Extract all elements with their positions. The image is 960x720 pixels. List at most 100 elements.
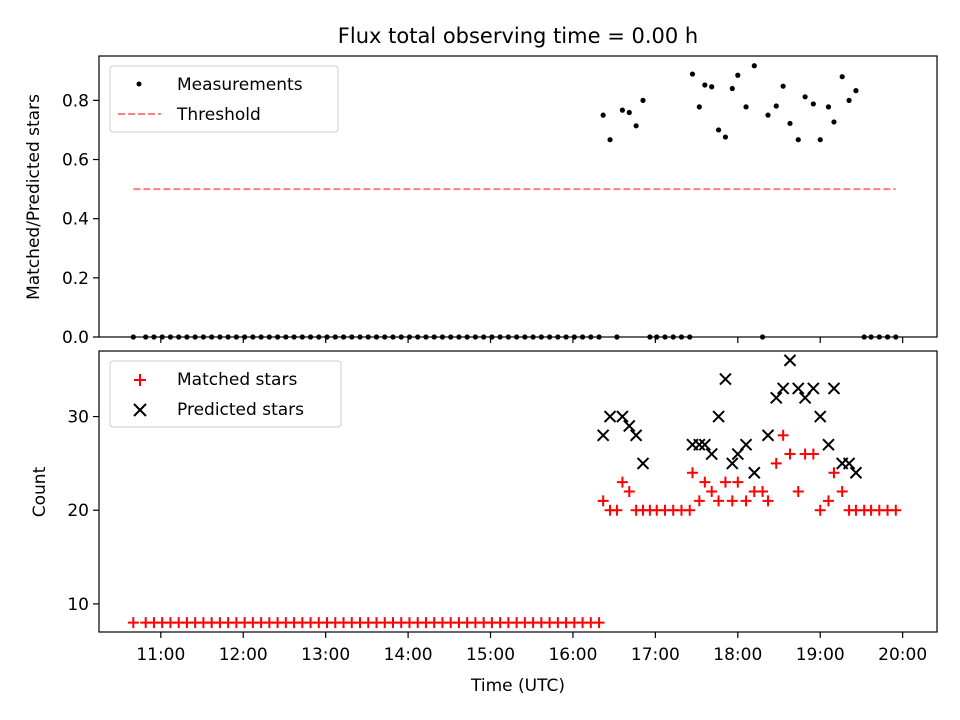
bottom-ytick-label: 30 [67,408,89,428]
measurement-point [600,112,606,118]
matched-star-point [814,504,826,516]
predicted-star-point [822,438,835,451]
matched-star-point [777,429,789,441]
top-marks [130,63,899,340]
top-panel: 0.00.20.40.60.8 Matched/Predicted stars … [24,55,938,348]
legend-threshold-label: Threshold [176,105,261,125]
predicted-star-point [616,410,629,423]
bottom-legend-box [109,360,342,428]
xtick-label: 13:00 [301,645,350,665]
matched-star-point [597,495,609,507]
predicted-star-point [807,382,820,395]
matched-star-point [757,486,769,497]
predicted-star-point [770,391,783,405]
measurement-point [689,71,696,77]
legend-matched-label: Matched stars [177,370,297,390]
top-ytick-label: 0.6 [62,151,89,171]
xtick-label: 17:00 [631,645,680,665]
top-ytick-label: 0.0 [62,328,89,348]
predicted-star-point [596,429,610,442]
xtick-label: 18:00 [713,645,762,665]
matched-star-point [770,457,782,469]
matched-star-point [684,504,696,516]
predicted-star-point [629,429,643,442]
matched-star-point [740,495,752,507]
predicted-star-point [693,438,706,451]
predicted-star-point [792,382,805,395]
matched-star-point [836,486,848,497]
measurement-point [810,101,816,107]
measurement-point [751,63,757,69]
bottom-marks [127,354,902,629]
measurement-point [722,134,729,140]
matched-star-point [616,476,628,488]
matched-star-point [807,448,819,460]
top-y-axis: 0.0 0.2 0.4 0.6 0.8 [62,91,99,348]
legend-measurements-label: Measurements [177,75,303,95]
matched-star-point [623,486,635,497]
predicted-star-point [623,419,636,433]
measurement-point [839,74,845,80]
legend-predicted-marker [133,403,147,417]
matched-star-point [828,467,840,479]
measurement-point [702,82,708,88]
measurement-point [773,103,779,109]
measurement-point [817,137,823,143]
bottom-ytick-label: 10 [67,595,89,615]
legend-matched-marker [134,374,146,386]
predicted-star-point [705,447,718,461]
top-ytick-label: 0.4 [62,210,89,230]
xtick-label: 11:00 [136,645,185,665]
measurement-point [709,84,715,90]
measurement-point [802,94,808,100]
predicted-star-point [739,438,753,451]
measurement-point [765,112,771,118]
matched-star-point [890,504,902,516]
measurement-point [795,137,801,143]
measurement-point [735,72,741,78]
matched-star-point [726,495,738,507]
measurement-point [825,104,832,110]
matched-star-point [706,486,718,497]
x-axis-label: Time (UTC) [470,676,565,696]
top-legend: Measurements Threshold [109,65,339,133]
measurement-point [780,83,786,89]
chart-title: Flux total observing time = 0.00 h [338,24,698,48]
predicted-star-point [726,457,739,470]
top-plot-frame [98,55,938,338]
bottom-ytick-label: 20 [67,501,89,521]
measurement-point [607,137,613,143]
bottom-panel: 10 20 30 11:00 12:00 13:00 14:00 15:00 16:00 17:… [30,350,938,696]
predicted-star-point [603,410,617,423]
measurement-point [619,107,626,113]
matched-star-point [127,617,139,629]
matched-star-point [713,495,725,507]
measurement-point [696,104,702,110]
xtick-label: 16:00 [548,645,597,665]
measurement-point [853,88,859,94]
matched-star-point [611,504,623,516]
bottom-plot-frame [98,350,938,633]
bottom-x-axis: 11:00 12:00 13:00 14:00 15:00 16:00 17:00 18:00… [136,632,927,665]
measurement-point [715,127,722,133]
predicted-star-point [761,429,775,442]
top-y-axis-label: Matched/Predicted stars [24,94,44,300]
predicted-star-point [748,466,761,479]
measurement-point [729,85,735,92]
matched-star-point [699,476,711,488]
xtick-label: 15:00 [466,645,515,665]
bottom-legend: Matched stars Predicted stars [109,360,342,428]
measurement-point [743,104,749,110]
measurement-point [640,97,646,103]
measurement-point [626,109,632,116]
predicted-star-point [827,382,841,395]
matched-star-point [593,617,605,629]
predicted-star-point [776,382,790,395]
matched-star-point [792,486,804,497]
matched-star-point [732,476,744,488]
matched-star-point [719,476,731,488]
predicted-star-point [842,457,856,470]
legend-predicted-label: Predicted stars [177,400,304,420]
measurement-point [831,119,837,125]
